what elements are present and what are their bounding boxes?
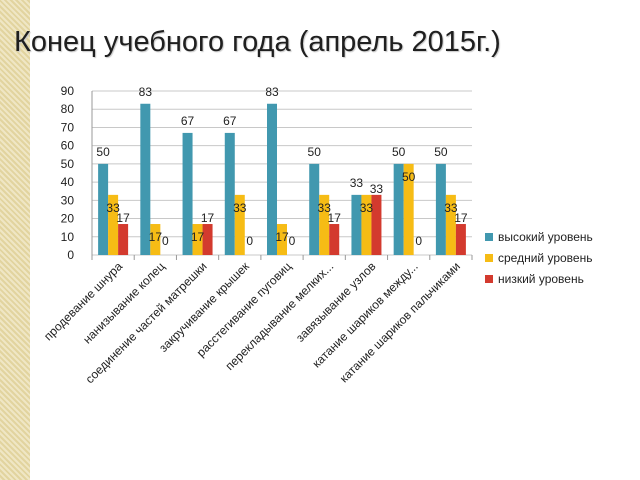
data-label: 33 (106, 201, 120, 215)
x-category-label: завязывание узлов (293, 259, 378, 344)
bar-1 (309, 163, 320, 255)
legend-label: высокий уровень (498, 230, 593, 244)
data-label: 0 (415, 234, 422, 248)
data-label: 67 (181, 114, 195, 128)
bar-3 (329, 224, 340, 255)
bar-2 (108, 194, 119, 255)
bar-2 (403, 163, 414, 255)
x-category-label: нанизывание колец (80, 259, 167, 346)
y-tick-label: 50 (61, 157, 75, 171)
y-tick-label: 30 (61, 193, 75, 207)
data-label: 50 (402, 170, 416, 184)
bar-1 (267, 103, 277, 255)
bar-3 (455, 224, 466, 255)
x-category-label: продевание шнура (41, 259, 125, 343)
data-label: 83 (265, 85, 279, 99)
bar-1 (351, 194, 362, 255)
bar-2 (234, 194, 245, 255)
data-label: 50 (308, 145, 322, 159)
bar-3 (118, 224, 129, 255)
data-label: 50 (96, 145, 110, 159)
y-tick-label: 0 (67, 248, 74, 262)
data-label: 17 (328, 211, 342, 225)
bar-3 (371, 194, 382, 255)
y-tick-label: 40 (61, 175, 75, 189)
data-label: 17 (116, 211, 130, 225)
bar-2 (192, 224, 203, 255)
data-label: 33 (360, 201, 374, 215)
y-tick-label: 80 (61, 102, 75, 116)
bar-2 (361, 194, 372, 255)
y-tick-label: 90 (61, 84, 75, 98)
data-label: 33 (444, 201, 458, 215)
y-tick-label: 70 (61, 120, 75, 134)
legend-swatch (485, 233, 493, 241)
y-tick-label: 10 (61, 230, 75, 244)
legend-swatch (485, 254, 493, 262)
data-label: 33 (318, 201, 332, 215)
decorative-strip (0, 0, 30, 480)
data-label: 50 (434, 145, 448, 159)
data-label: 33 (233, 201, 247, 215)
y-tick-label: 20 (61, 212, 75, 226)
bar-1 (140, 103, 151, 255)
data-label: 0 (289, 234, 296, 248)
bar-2 (319, 194, 330, 255)
y-tick-label: 60 (61, 139, 75, 153)
bar-2 (150, 224, 161, 255)
data-label: 33 (350, 176, 364, 190)
bar-2 (445, 194, 456, 255)
data-label: 33 (370, 182, 384, 196)
bar-1 (182, 132, 193, 255)
data-label: 17 (191, 230, 205, 244)
bar-1 (224, 132, 235, 255)
legend-label: средний уровень (498, 251, 592, 265)
data-label: 50 (392, 145, 406, 159)
data-label: 17 (149, 230, 163, 244)
bar-1 (98, 163, 109, 255)
bar-1 (435, 163, 446, 255)
data-label: 17 (454, 211, 468, 225)
data-label: 0 (162, 234, 169, 248)
legend-swatch (485, 275, 493, 283)
bar-3 (202, 224, 213, 255)
bar-2 (277, 224, 287, 255)
legend-label: низкий уровень (498, 272, 584, 286)
data-label: 67 (223, 114, 237, 128)
slide-title: Конец учебного года (апрель 2015г.) (14, 26, 501, 58)
data-label: 17 (201, 211, 215, 225)
data-label: 0 (246, 234, 253, 248)
data-label: 17 (275, 230, 289, 244)
data-label: 83 (139, 85, 153, 99)
bar-1 (393, 163, 404, 255)
